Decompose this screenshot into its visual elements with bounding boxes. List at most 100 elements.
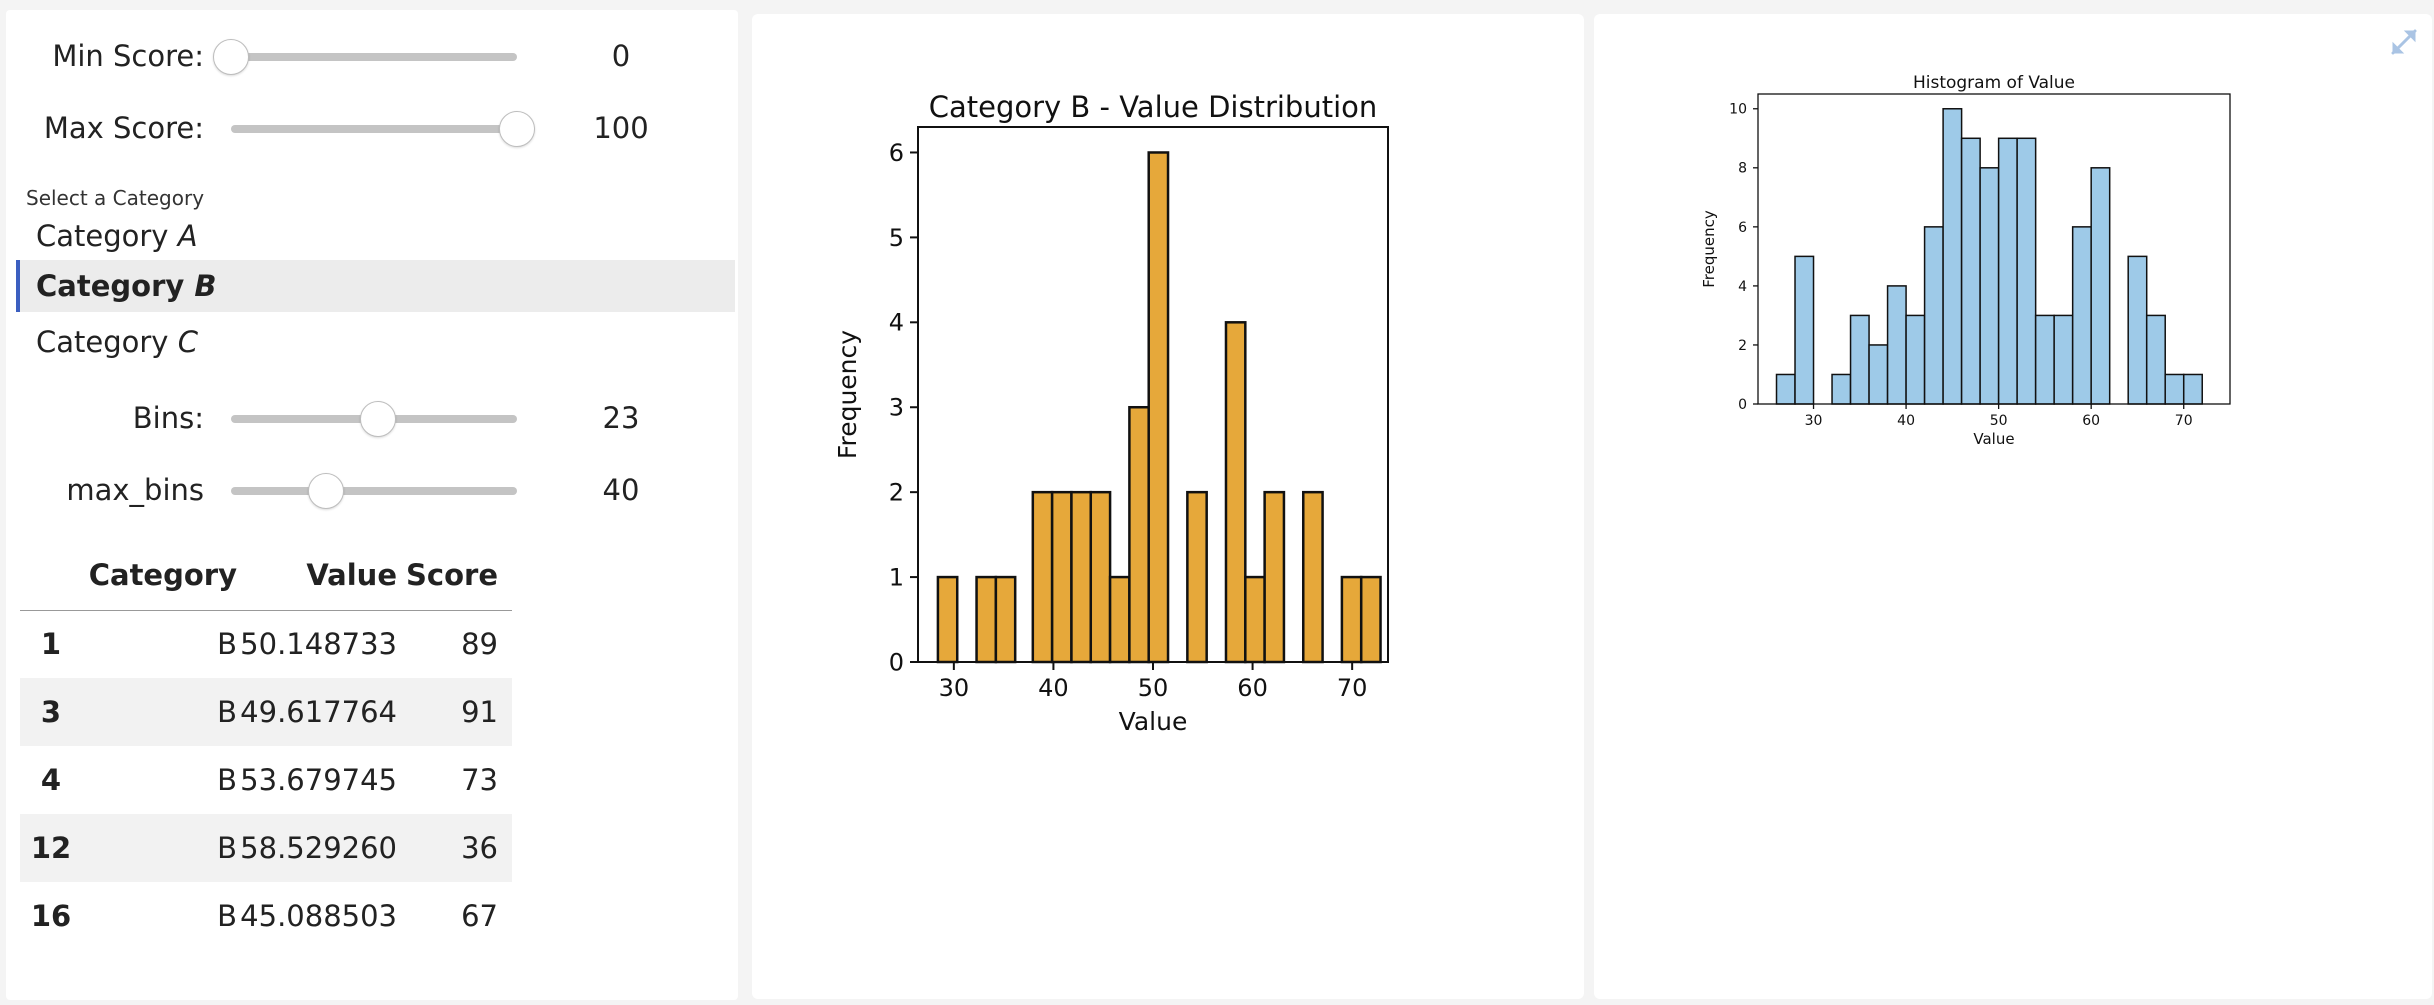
histogram-bar [1849, 314, 1870, 405]
row-value: 50.148733 [240, 627, 397, 662]
min-score-slider-thumb[interactable] [213, 39, 249, 75]
histogram-bar [1089, 490, 1112, 664]
category-option-letter: B [194, 269, 217, 303]
histogram-bar [1263, 490, 1286, 664]
x-tick-label: 50 [1138, 674, 1169, 702]
category-option-letter: C [177, 325, 198, 359]
table-row: 3 B 49.617764 91 [20, 678, 512, 746]
max-score-slider[interactable] [231, 111, 535, 147]
max-bins-slider[interactable] [231, 473, 517, 509]
histogram-bar [1224, 321, 1247, 664]
table-row: 1 B 50.148733 89 [20, 610, 512, 678]
row-category: B [217, 763, 237, 797]
histogram-bar [1979, 167, 2000, 405]
table-row: 4 B 53.679745 73 [20, 746, 512, 814]
min-score-slider[interactable] [213, 39, 517, 75]
histogram-bar [2090, 167, 2111, 405]
expand-icon[interactable] [2384, 22, 2424, 62]
histogram-bar [1886, 285, 1907, 405]
histogram-bar [2145, 314, 2166, 405]
histogram-bar [1340, 575, 1363, 664]
bins-slider[interactable] [231, 401, 517, 437]
histogram-bar [1997, 137, 2018, 405]
row-category: B [217, 627, 237, 662]
y-tick-label: 4 [889, 309, 904, 337]
histogram-bar [2034, 314, 2055, 405]
row-index: 4 [40, 763, 62, 797]
x-tick-label: 50 [1990, 413, 2008, 429]
row-index: 3 [20, 678, 82, 746]
histogram-bar [1942, 108, 1963, 405]
row-index: 16 [30, 899, 72, 933]
row-value: 53.679745 [240, 763, 397, 797]
x-tick-label: 40 [1897, 413, 1915, 429]
row-score: 89 [461, 627, 498, 662]
y-tick-label: 2 [889, 479, 904, 507]
row-score: 91 [397, 678, 512, 746]
histogram-bar [1108, 575, 1131, 664]
category-option-a[interactable]: Category A [16, 210, 735, 262]
histogram-bar [2016, 137, 2037, 405]
row-value: 58.529260 [237, 814, 397, 882]
row-category: B [82, 814, 237, 882]
category-select-title: Select a Category [26, 186, 205, 210]
category-option-prefix: Category [36, 325, 178, 359]
histogram-bar [2071, 226, 2092, 405]
max-score-slider-thumb[interactable] [499, 111, 535, 147]
x-tick-label: 60 [1237, 674, 1268, 702]
max-bins-slider-thumb[interactable] [308, 473, 345, 509]
histogram-bar [2164, 373, 2185, 405]
histogram-bar [1128, 405, 1150, 664]
bins-slider-thumb[interactable] [359, 401, 396, 437]
x-axis-label: Value [1119, 707, 1188, 736]
row-value: 45.088503 [240, 899, 397, 933]
x-tick-label: 30 [939, 674, 970, 702]
histogram-bar [2127, 255, 2148, 405]
category-option-c[interactable]: Category C [16, 316, 735, 368]
category-histogram-panel: 30 40 50 60 70 0 1 2 3 4 5 6 Category B - Value Dist… [752, 14, 1584, 999]
min-score-label: Min Score: [52, 39, 204, 73]
x-tick-label: 70 [1337, 674, 1368, 702]
category-option-prefix: Category [36, 219, 178, 253]
histogram-bar [1359, 575, 1382, 664]
histogram-bar [1868, 344, 1889, 405]
histogram-bar [1070, 490, 1093, 664]
max-bins-label: max_bins [66, 473, 204, 507]
histogram-bar [2182, 373, 2203, 405]
category-option-b[interactable]: Category B [16, 260, 735, 312]
row-index: 12 [20, 814, 82, 882]
table-row: 16 B 45.088503 67 [20, 882, 512, 950]
sidebar-panel: Min Score: 0 Max Score: 100 Select a Cat… [6, 10, 738, 1000]
histogram-bar [1244, 575, 1266, 664]
table-header-row: Category Value Score [20, 540, 512, 611]
plot-frame [1757, 93, 2231, 405]
min-score-slider-row: Min Score: 0 [6, 31, 706, 81]
histogram-bar [936, 575, 959, 664]
max-bins-value: 40 [602, 473, 640, 507]
table-row: 12 B 58.529260 36 [20, 814, 512, 882]
histogram-bar [1960, 137, 1981, 405]
row-score: 67 [461, 899, 498, 933]
category-option-letter: A [177, 219, 198, 253]
x-tick-label: 70 [2175, 413, 2193, 429]
max-bins-slider-row: max_bins 40 [6, 465, 706, 515]
y-tick-label: 10 [1729, 102, 1747, 118]
bins-slider-row: Bins: 23 [6, 393, 706, 443]
histogram-bar [1794, 255, 1815, 405]
y-tick-label: 4 [1738, 279, 1747, 295]
y-axis-label: Frequency [1700, 210, 1718, 288]
y-tick-label: 2 [1738, 338, 1747, 354]
histogram-bar [1831, 373, 1852, 405]
table-header-category: Category [82, 540, 237, 611]
y-tick-label: 0 [1738, 397, 1747, 413]
row-category: B [82, 678, 237, 746]
data-table: Category Value Score 1 B 50.148733 89 3 … [20, 540, 512, 950]
row-score: 73 [461, 763, 498, 797]
category-histogram-chart: 30 40 50 60 70 0 1 2 3 4 5 6 Category B - Value Dist… [833, 90, 1389, 736]
y-axis-label: Frequency [833, 330, 862, 459]
y-tick-label: 0 [889, 648, 904, 676]
table-header-value: Value [237, 540, 397, 611]
y-tick-label: 3 [889, 394, 904, 422]
table-header-score: Score [397, 540, 512, 611]
bins-value: 23 [602, 401, 640, 435]
